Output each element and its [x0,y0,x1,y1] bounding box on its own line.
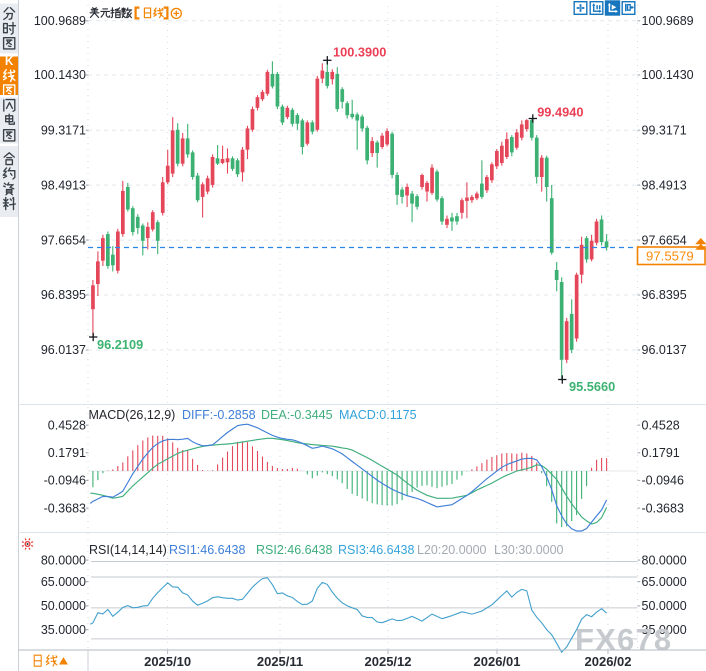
svg-text:2025/11: 2025/11 [257,654,303,669]
svg-text:2025/10: 2025/10 [144,654,191,669]
svg-text:DEA:-0.3445: DEA:-0.3445 [261,408,333,422]
svg-text:100.1430: 100.1430 [34,68,86,82]
svg-text:35.0000: 35.0000 [642,623,687,637]
svg-text:RSI2:46.6438: RSI2:46.6438 [256,543,332,557]
svg-text:100.9689: 100.9689 [642,14,694,28]
svg-text:100.1430: 100.1430 [642,68,694,82]
svg-text:50.0000: 50.0000 [41,599,86,613]
svg-text:RSI3:46.6438: RSI3:46.6438 [338,543,414,557]
svg-text:RSI1:46.6438: RSI1:46.6438 [169,543,245,557]
svg-text:99.3171: 99.3171 [642,123,687,137]
svg-text:-0.3683: -0.3683 [44,501,86,515]
svg-text:96.0137: 96.0137 [642,343,687,357]
svg-text:96.0137: 96.0137 [41,343,86,357]
svg-text:DIFF:-0.2858: DIFF:-0.2858 [182,408,256,422]
svg-text:2025/12: 2025/12 [365,654,412,669]
svg-text:MACD:0.1175: MACD:0.1175 [339,408,417,422]
svg-text:99.3171: 99.3171 [41,123,86,137]
svg-text:0.1791: 0.1791 [642,446,680,460]
svg-text:-0.0946: -0.0946 [44,474,86,488]
svg-text:96.2109: 96.2109 [97,337,143,352]
svg-text:0.1791: 0.1791 [48,446,86,460]
svg-text:2026/01: 2026/01 [474,654,521,669]
svg-text:95.5660: 95.5660 [569,379,615,394]
svg-text:65.0000: 65.0000 [642,575,687,589]
svg-text:FX678: FX678 [575,622,672,657]
svg-text:80.0000: 80.0000 [41,553,86,567]
svg-text:97.5579: 97.5579 [646,249,694,264]
svg-text:97.6654: 97.6654 [41,233,86,247]
svg-text:35.0000: 35.0000 [41,623,86,637]
svg-text:97.6654: 97.6654 [642,233,687,247]
svg-text:65.0000: 65.0000 [41,575,86,589]
svg-text:RSI(14,14,14): RSI(14,14,14) [89,543,167,557]
svg-text:K: K [5,56,14,68]
svg-text:-0.0946: -0.0946 [642,474,684,488]
svg-text:L20:20.0000: L20:20.0000 [417,543,487,557]
svg-text:80.0000: 80.0000 [642,553,687,567]
svg-text:50.0000: 50.0000 [642,599,687,613]
svg-text:96.8395: 96.8395 [642,288,687,302]
svg-text:98.4913: 98.4913 [41,178,86,192]
svg-text:0.4528: 0.4528 [48,418,86,432]
svg-text:98.4913: 98.4913 [642,178,687,192]
svg-text:99.4940: 99.4940 [537,104,583,119]
svg-text:L30:30.0000: L30:30.0000 [494,543,564,557]
svg-text:96.8395: 96.8395 [41,288,86,302]
svg-text:2026/02: 2026/02 [585,654,632,669]
svg-text:MACD(26,12,9): MACD(26,12,9) [89,408,176,422]
svg-text:100.3900: 100.3900 [333,44,386,59]
svg-text:0.4528: 0.4528 [642,418,680,432]
svg-text:100.9689: 100.9689 [34,14,86,28]
svg-text:-0.3683: -0.3683 [642,501,684,515]
